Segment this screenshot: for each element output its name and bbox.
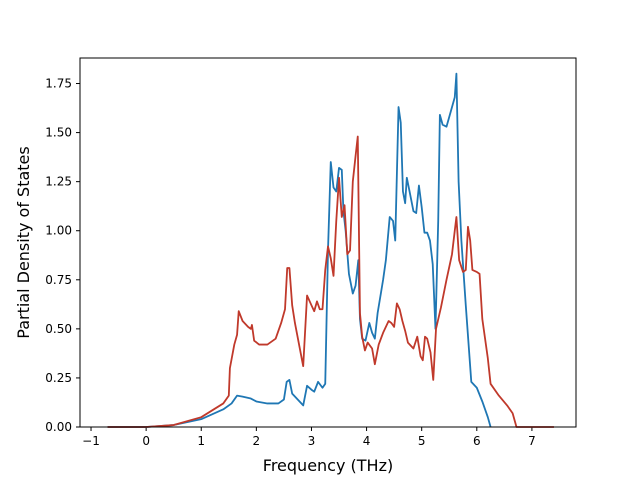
y-tick-label: 0.50 <box>45 322 72 336</box>
y-tick-label: 0.25 <box>45 371 72 385</box>
x-tick-label: 7 <box>528 434 536 448</box>
y-tick-label: 1.75 <box>45 77 72 91</box>
y-tick-label: 0.00 <box>45 420 72 434</box>
x-tick-label: 3 <box>308 434 316 448</box>
y-tick-label: 0.75 <box>45 273 72 287</box>
y-axis-label: Partial Density of States <box>14 146 33 338</box>
x-axis-label: Frequency (THz) <box>263 456 393 475</box>
x-tick-label: −1 <box>82 434 100 448</box>
x-tick-label: 4 <box>363 434 371 448</box>
y-tick-label: 1.00 <box>45 224 72 238</box>
x-tick-label: 0 <box>142 434 150 448</box>
tick-layer: −1 0 1 2 3 4 5 6 7 0.00 0.25 0.50 0.75 1.00 1.25 1.50 1.… <box>45 77 535 448</box>
y-tick-label: 1.25 <box>45 175 72 189</box>
y-tick-label: 1.50 <box>45 126 72 140</box>
x-tick-label: 2 <box>253 434 261 448</box>
series-line-2 <box>107 135 554 428</box>
x-tick-label: 6 <box>473 434 481 448</box>
x-tick-label: 1 <box>197 434 205 448</box>
series-line-1 <box>107 72 492 428</box>
plot-frame <box>79 57 577 428</box>
series-layer <box>107 72 554 428</box>
x-tick-label: 5 <box>418 434 426 448</box>
